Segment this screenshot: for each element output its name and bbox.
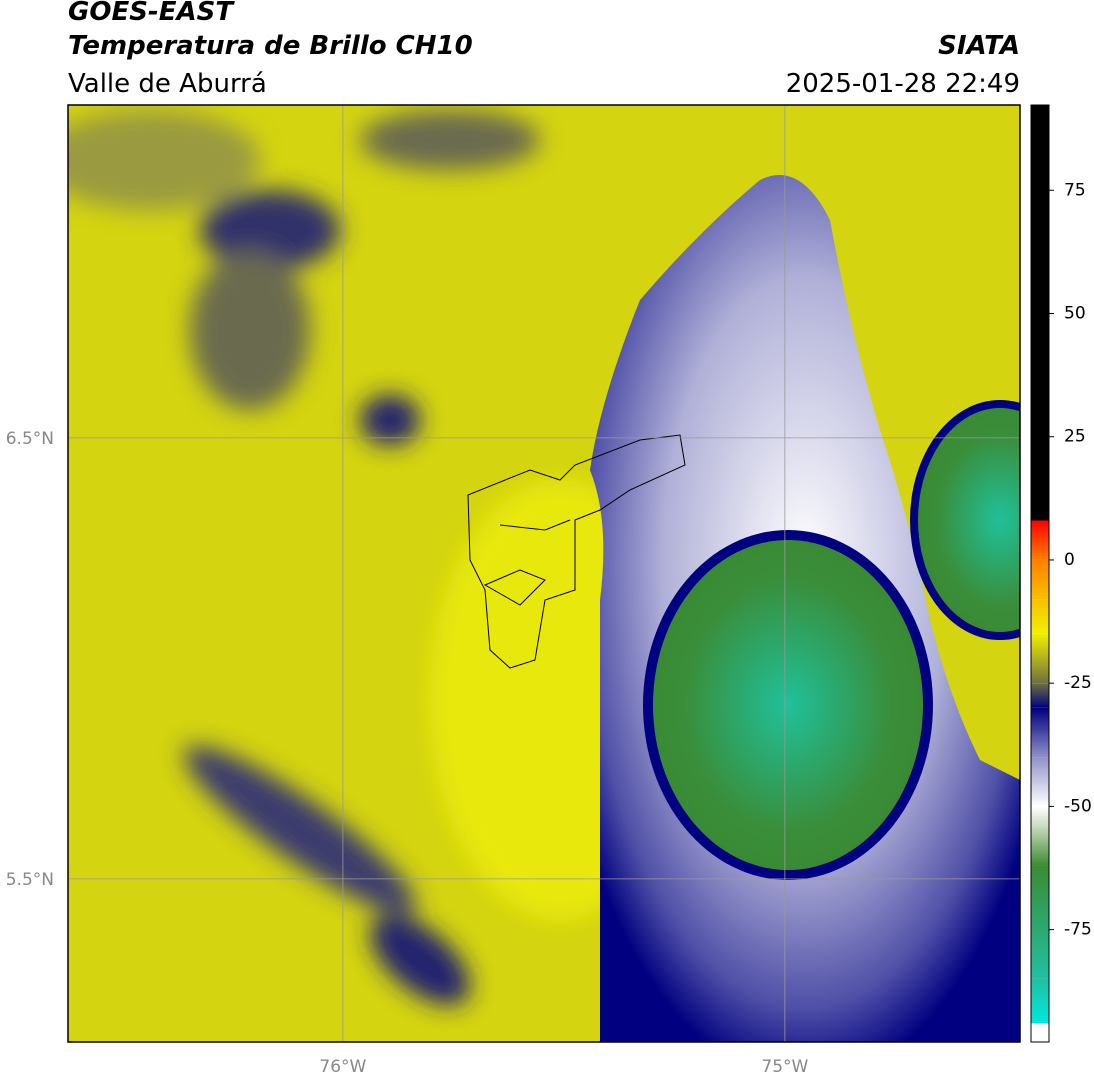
source: SIATA — [938, 31, 1020, 61]
title: Temperatura de Brillo CH10 — [68, 31, 473, 61]
lon-label: 76°W — [319, 1057, 366, 1077]
product: GOES-EAST — [68, 0, 235, 27]
colorbar-segment — [1031, 559, 1049, 600]
lon-label: 75°W — [761, 1057, 808, 1077]
colorbar-segment — [1031, 633, 1049, 684]
colorbar-tick-label: -50 — [1064, 796, 1092, 816]
colorbar-tick-label: -75 — [1064, 920, 1092, 940]
colorbar-segment — [1031, 707, 1049, 758]
region: Valle de Aburrá — [68, 69, 267, 99]
colorbar-segment — [1031, 105, 1049, 521]
colorbar-frame — [1030, 104, 1050, 1043]
colorbar-segment — [1031, 599, 1049, 634]
cold-core — [918, 408, 1020, 632]
colorbar-tick-label: 25 — [1064, 427, 1086, 447]
colorbar-segment — [1031, 520, 1049, 560]
colorbar-segment — [1031, 806, 1049, 827]
colorbar-segment — [1031, 683, 1049, 708]
datetime: 2025-01-28 22:49 — [786, 69, 1020, 99]
colorbar-tick-label: 0 — [1064, 550, 1075, 570]
municipality-boundaries — [467, 434, 686, 669]
colorbar-segment — [1031, 865, 1049, 979]
lat-label: 6.5°N — [6, 429, 54, 449]
colorbar-tick-label: 75 — [1064, 180, 1086, 200]
colorbar-tick-label: 50 — [1064, 303, 1086, 323]
colorbar-tick-label: -25 — [1064, 673, 1092, 693]
colorbar-segment — [1031, 978, 1049, 1024]
colorbar-segment — [1031, 826, 1049, 866]
colorbar — [1031, 105, 1054, 1042]
map-frame — [67, 104, 1021, 1043]
colorbar-segment — [1031, 1023, 1049, 1042]
cold-core — [653, 540, 923, 870]
satellite-image — [68, 105, 1020, 1042]
colorbar-segment — [1031, 757, 1049, 807]
graticule — [68, 105, 1020, 1042]
lat-label: 5.5°N — [6, 870, 54, 890]
